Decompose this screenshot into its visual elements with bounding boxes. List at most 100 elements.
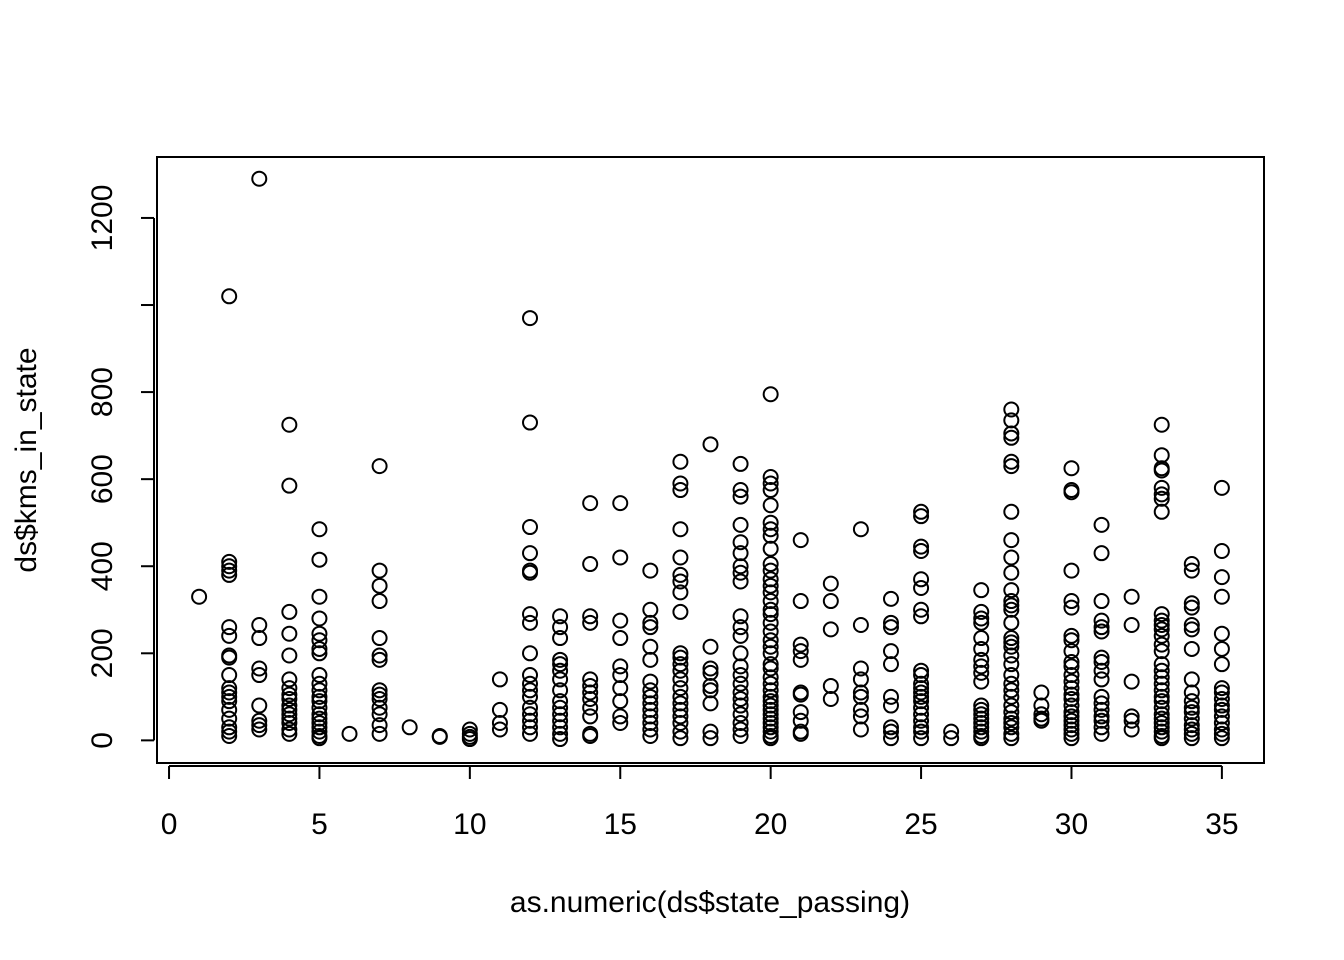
data-point <box>642 638 659 655</box>
data-point <box>913 542 930 559</box>
data-point <box>311 521 328 538</box>
data-point <box>672 584 689 601</box>
data-point <box>281 671 298 688</box>
data-point <box>1063 484 1080 501</box>
data-point <box>913 579 930 596</box>
y-tick-label: 400 <box>86 541 119 591</box>
data-point <box>1123 721 1140 738</box>
data-point <box>702 723 719 740</box>
data-point <box>762 482 779 499</box>
data-point <box>732 573 749 590</box>
data-point <box>582 495 599 512</box>
data-point <box>1183 640 1200 657</box>
data-point <box>1093 612 1110 629</box>
data-point <box>612 658 629 675</box>
data-point <box>1003 719 1020 736</box>
data-point <box>311 682 328 699</box>
data-point <box>612 612 629 629</box>
data-point <box>461 731 478 748</box>
data-point <box>762 638 779 655</box>
data-point <box>1183 621 1200 638</box>
data-point <box>973 730 990 747</box>
data-point <box>582 728 599 745</box>
data-point <box>642 601 659 618</box>
data-point <box>251 697 268 714</box>
data-point <box>1003 597 1020 614</box>
data-point <box>642 619 659 636</box>
data-point <box>311 625 328 642</box>
x-tick-label: 15 <box>604 808 637 841</box>
data-point <box>702 436 719 453</box>
y-tick-label: 0 <box>86 732 119 749</box>
data-points <box>191 170 1230 748</box>
data-point <box>1003 582 1020 599</box>
data-point <box>672 645 689 662</box>
data-point <box>1123 673 1140 690</box>
data-point <box>552 725 569 742</box>
data-point <box>1063 697 1080 714</box>
data-point <box>371 706 388 723</box>
data-point <box>973 719 990 736</box>
data-point <box>1003 656 1020 673</box>
data-point <box>1213 697 1230 714</box>
data-point <box>732 658 749 675</box>
plot-frame <box>156 156 1265 764</box>
data-point <box>672 662 689 679</box>
data-point <box>311 730 328 747</box>
data-point <box>522 606 539 623</box>
data-point <box>913 508 930 525</box>
data-point <box>311 667 328 684</box>
data-point <box>792 636 809 653</box>
data-point <box>852 701 869 718</box>
data-point <box>1003 725 1020 742</box>
data-point <box>281 680 298 697</box>
data-point <box>522 310 539 327</box>
data-point <box>1123 712 1140 729</box>
data-point <box>642 562 659 579</box>
data-point <box>732 697 749 714</box>
data-point <box>1093 671 1110 688</box>
data-point <box>672 573 689 590</box>
data-point <box>1003 425 1020 442</box>
data-point <box>552 662 569 679</box>
data-point <box>1153 503 1170 520</box>
data-point <box>1213 479 1230 496</box>
data-point <box>852 616 869 633</box>
data-point <box>281 647 298 664</box>
data-point <box>612 667 629 684</box>
data-point <box>973 658 990 675</box>
data-point <box>1003 682 1020 699</box>
data-point <box>1213 588 1230 605</box>
data-point <box>1063 632 1080 649</box>
data-point <box>552 656 569 673</box>
data-point <box>913 688 930 705</box>
data-point <box>882 643 899 660</box>
data-point <box>431 728 448 745</box>
data-point <box>1183 616 1200 633</box>
data-point <box>582 608 599 625</box>
data-point <box>762 614 779 631</box>
data-point <box>1063 658 1080 675</box>
data-point <box>281 477 298 494</box>
data-point <box>672 521 689 538</box>
data-point <box>461 721 478 738</box>
data-point <box>762 497 779 514</box>
data-point <box>1003 458 1020 475</box>
data-point <box>401 719 418 736</box>
data-point <box>1033 706 1050 723</box>
x-axis: 0 5 10 15 20 25 30 35 <box>161 765 1239 841</box>
data-point <box>1093 725 1110 742</box>
data-point <box>1003 710 1020 727</box>
data-point <box>822 593 839 610</box>
data-point <box>311 551 328 568</box>
data-point <box>1093 545 1110 562</box>
data-point <box>251 667 268 684</box>
data-point <box>522 519 539 536</box>
data-point <box>882 619 899 636</box>
data-point <box>672 656 689 673</box>
data-point <box>1183 710 1200 727</box>
data-point <box>1153 627 1170 644</box>
data-point <box>1213 656 1230 673</box>
data-point <box>522 414 539 431</box>
data-point <box>1213 725 1230 742</box>
